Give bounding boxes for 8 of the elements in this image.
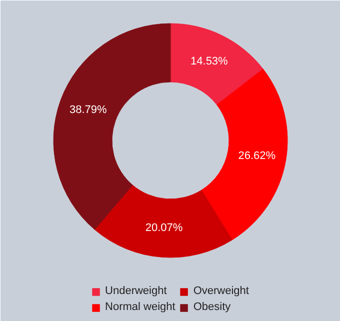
legend-label: Overweight bbox=[193, 285, 249, 297]
data-label: 26.62% bbox=[238, 150, 276, 162]
data-label: 20.07% bbox=[145, 222, 183, 234]
legend-label: Obesity bbox=[193, 301, 231, 313]
legend-label: Normal weight bbox=[105, 301, 176, 313]
data-label: 14.53% bbox=[190, 56, 228, 68]
data-label: 38.79% bbox=[69, 104, 108, 116]
legend-label: Underweight bbox=[105, 285, 167, 297]
